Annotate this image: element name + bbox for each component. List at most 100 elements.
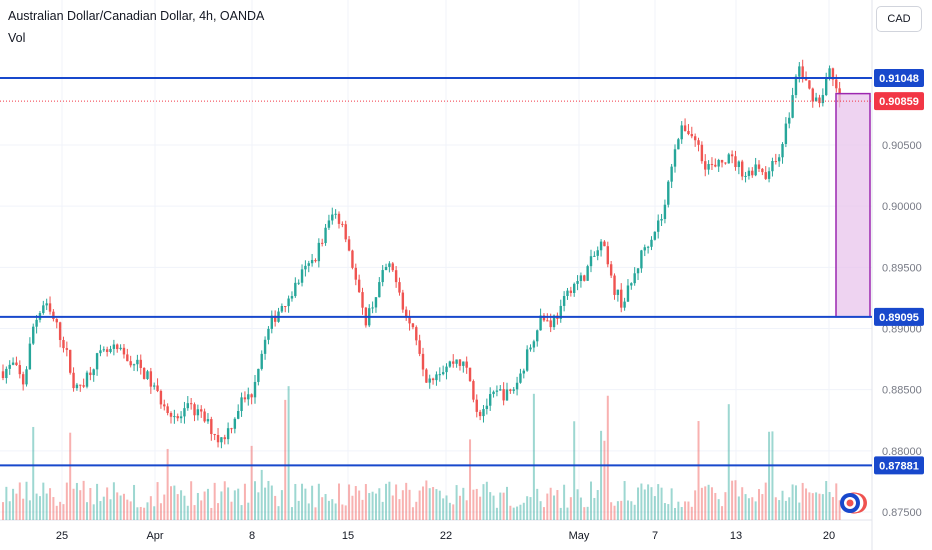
candle-body xyxy=(599,241,603,251)
candle-body xyxy=(472,381,475,400)
volume-bar xyxy=(69,432,72,520)
volume-bar xyxy=(116,492,119,520)
volume-bar xyxy=(153,506,156,520)
candle-body xyxy=(519,373,522,383)
volume-bar xyxy=(324,494,327,520)
volume-bar xyxy=(149,496,152,520)
candle-body xyxy=(314,259,317,262)
candle-body xyxy=(65,348,69,350)
volume-bar xyxy=(768,431,771,520)
volume-bar xyxy=(771,431,774,520)
candle-body xyxy=(243,397,247,400)
volume-bar xyxy=(526,496,529,520)
candle-body xyxy=(475,399,478,412)
volume-bar xyxy=(79,490,82,520)
volume-bar xyxy=(348,484,351,520)
candle-body xyxy=(683,125,687,131)
volume-bar xyxy=(717,499,720,520)
candle-body xyxy=(307,263,310,266)
candle-body xyxy=(515,382,519,390)
volume-bar xyxy=(388,481,391,520)
candle-body xyxy=(216,435,220,443)
candle-body xyxy=(835,79,838,89)
candle-body xyxy=(690,134,693,137)
y-tick-label: 0.89500 xyxy=(882,262,922,274)
candle-body xyxy=(233,418,237,429)
volume-bar xyxy=(529,497,532,520)
volume-bar xyxy=(280,490,283,520)
candle-body xyxy=(562,295,566,306)
volume-bar xyxy=(287,386,290,520)
candle-body xyxy=(737,161,741,168)
volume-bar xyxy=(233,490,236,520)
volume-bar xyxy=(687,501,690,520)
volume-bar xyxy=(139,506,142,520)
candle-body xyxy=(536,330,539,342)
candle-body xyxy=(300,269,304,283)
volume-bar xyxy=(758,489,760,520)
volume-bar xyxy=(704,486,707,520)
candle-body xyxy=(8,364,11,369)
volume-bar xyxy=(637,487,640,520)
volume-bar xyxy=(579,497,582,520)
volume-bar xyxy=(556,490,559,520)
volume-bar xyxy=(660,487,663,520)
candle-body xyxy=(337,213,341,224)
volume-bar xyxy=(12,488,15,520)
candle-body xyxy=(11,362,15,365)
volume-bar xyxy=(96,483,99,520)
volume-bar xyxy=(277,506,280,520)
candle-body xyxy=(391,263,394,271)
candle-body xyxy=(542,315,546,321)
volume-bar xyxy=(112,482,115,520)
volume-bar xyxy=(784,500,787,520)
volume-bar xyxy=(435,489,438,520)
volume-bar xyxy=(653,496,656,520)
x-tick-label: 25 xyxy=(56,530,68,542)
candle-body xyxy=(317,242,321,262)
candle-body xyxy=(505,389,509,401)
x-tick-label: May xyxy=(569,530,590,542)
candle-body xyxy=(196,409,200,416)
candle-body xyxy=(250,394,253,398)
candle-body xyxy=(546,320,549,322)
candle-body xyxy=(18,365,21,375)
currency-button[interactable]: CAD xyxy=(876,6,922,32)
candle-body xyxy=(425,369,428,383)
volume-bar xyxy=(821,494,824,520)
candle-body xyxy=(149,371,153,387)
volume-bar xyxy=(741,487,744,520)
candle-body xyxy=(509,389,512,391)
candle-body xyxy=(747,170,751,176)
volume-bars xyxy=(2,386,841,520)
candle-body xyxy=(119,347,122,350)
volume-bar xyxy=(186,505,189,520)
tradingview-logo-icon[interactable] xyxy=(838,490,868,516)
candle-body xyxy=(482,409,485,417)
volume-bar xyxy=(747,498,750,520)
volume-indicator-label[interactable]: Vol xyxy=(8,31,26,45)
volume-bar xyxy=(159,503,162,520)
volume-bar xyxy=(274,495,277,520)
candle-body xyxy=(344,224,347,240)
level-price-label: 0.89095 xyxy=(879,312,919,324)
candle-body xyxy=(21,374,25,385)
volume-bar xyxy=(173,485,176,520)
volume-bar xyxy=(465,500,468,520)
volume-bar xyxy=(744,494,747,520)
volume-bar xyxy=(398,499,401,520)
volume-bar xyxy=(791,484,794,520)
candle-body xyxy=(633,273,636,284)
volume-bar xyxy=(670,488,673,520)
volume-bar xyxy=(133,484,136,520)
volume-bar xyxy=(610,502,613,520)
volume-bar xyxy=(270,485,273,520)
volume-bar xyxy=(677,501,680,520)
candle-body xyxy=(576,281,579,284)
candle-body xyxy=(448,361,452,367)
volume-bar xyxy=(432,487,435,520)
candle-body xyxy=(310,259,314,264)
volume-bar xyxy=(495,507,498,520)
volume-bar xyxy=(344,505,347,520)
